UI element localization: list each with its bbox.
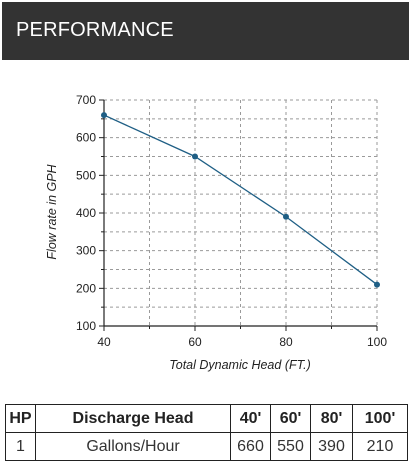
table-header-cell: 40' — [230, 404, 271, 433]
table-header-row: HP Discharge Head 40' 60' 80' 100' — [5, 404, 408, 433]
table-header-cell: 100' — [352, 404, 408, 433]
table-row: 1 Gallons/Hour 660 550 390 210 — [5, 432, 408, 461]
chart-grid — [104, 99, 378, 326]
table-header-cell: Discharge Head — [35, 404, 231, 433]
performance-chart: 100 200 300 400 500 600 700 40 60 80 100 Total Dyn… — [45, 93, 387, 372]
table-cell: 210 — [352, 432, 408, 461]
chart-series — [101, 112, 380, 288]
y-tick-label: 100 — [76, 319, 96, 333]
chart-axes: 100 200 300 400 500 600 700 40 60 80 100 — [76, 93, 387, 349]
data-point — [283, 213, 289, 220]
table-cell: 1 — [5, 432, 36, 461]
table-header-cell: 60' — [270, 404, 311, 433]
table-cell: 660 — [230, 432, 271, 461]
y-tick-label: 200 — [76, 281, 96, 295]
y-tick-label: 600 — [76, 131, 96, 145]
x-tick-label: 40 — [97, 335, 111, 349]
data-point — [101, 112, 107, 119]
series-line — [103, 114, 378, 286]
x-tick-label: 80 — [279, 335, 293, 349]
y-tick-label: 400 — [76, 206, 96, 220]
x-tick-label: 100 — [367, 335, 387, 349]
header-title: PERFORMANCE — [16, 19, 174, 41]
table-header-cell: HP — [5, 404, 36, 433]
x-axis-label: Total Dynamic Head (FT.) — [169, 358, 311, 372]
performance-table: HP Discharge Head 40' 60' 80' 100' 1 Gal… — [5, 404, 408, 461]
y-axis-label: Flow rate in GPH — [45, 163, 59, 259]
performance-header: PERFORMANCE — [2, 2, 409, 60]
table-cell: Gallons/Hour — [35, 432, 231, 461]
table-cell: 550 — [270, 432, 311, 461]
table-cell: 390 — [310, 432, 353, 461]
y-tick-label: 300 — [76, 244, 96, 258]
data-point — [192, 153, 198, 160]
data-point — [374, 281, 380, 288]
y-tick-label: 700 — [76, 93, 96, 107]
x-tick-label: 60 — [188, 335, 202, 349]
y-tick-label: 500 — [76, 168, 96, 182]
table-header-cell: 80' — [310, 404, 353, 433]
